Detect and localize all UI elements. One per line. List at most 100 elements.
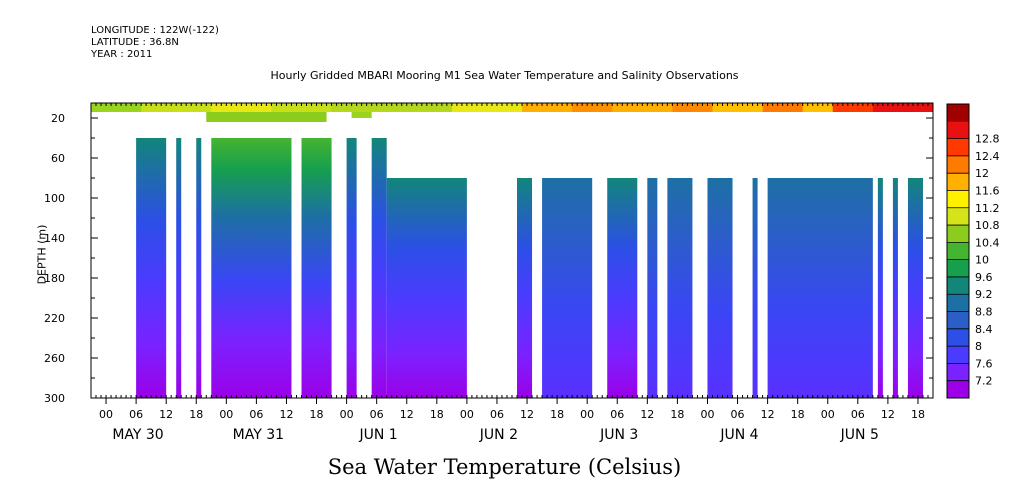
surface-band	[672, 103, 713, 112]
x-tick-label: 18	[791, 408, 805, 421]
colorbar-band	[947, 380, 969, 399]
x-tick-label: 18	[911, 408, 925, 421]
x-day-label: JUN 3	[599, 427, 638, 443]
x-axis-title: Sea Water Temperature (Celsius)	[327, 455, 682, 479]
x-day-label: JUN 2	[479, 427, 518, 443]
x-tick-label: 00	[219, 408, 233, 421]
x-tick-label: 18	[189, 408, 203, 421]
data-column	[877, 178, 883, 398]
x-tick-label: 00	[700, 408, 714, 421]
surface-band	[451, 103, 523, 112]
x-tick-label: 12	[400, 408, 414, 421]
plot-area	[91, 103, 934, 398]
x-tick-label: 00	[340, 408, 354, 421]
x-tick-label: 06	[129, 408, 143, 421]
data-column	[211, 138, 292, 398]
surface-band	[271, 103, 333, 112]
colorbar-band	[947, 259, 969, 278]
x-tick-label: 06	[370, 408, 384, 421]
colorbar-band	[947, 346, 969, 364]
colorbar-label: 8.8	[975, 306, 993, 319]
colorbar-band	[947, 225, 969, 243]
colorbar-band	[947, 121, 969, 139]
data-column	[371, 138, 387, 398]
colorbar-band	[947, 242, 969, 261]
colorbar-band	[947, 104, 969, 122]
x-tick-label: 06	[851, 408, 865, 421]
colorbar-band	[947, 155, 969, 174]
colorbar-label: 8.4	[975, 323, 993, 336]
surface-band	[712, 103, 764, 112]
x-tick-label: 06	[490, 408, 504, 421]
surface-band	[351, 112, 372, 118]
y-tick-label: 300	[44, 392, 65, 405]
surface-band	[572, 103, 613, 112]
x-day-label: MAY 31	[233, 427, 284, 443]
colorbar-band	[947, 207, 969, 226]
colorbar-label: 10.4	[975, 236, 1000, 249]
colorbar-label: 7.2	[975, 375, 993, 388]
x-tick-label: 06	[249, 408, 263, 421]
x-tick-label: 06	[731, 408, 745, 421]
data-column	[892, 178, 898, 398]
x-tick-label: 00	[99, 408, 113, 421]
surface-band	[141, 103, 212, 112]
colorbar-label: 12.8	[975, 133, 1000, 146]
data-column	[136, 138, 167, 398]
surface-band	[802, 103, 834, 112]
data-column	[667, 178, 693, 398]
colorbar-band	[947, 276, 969, 295]
x-tick-label: 12	[159, 408, 173, 421]
y-tick-label: 20	[51, 112, 65, 125]
data-column	[767, 178, 873, 398]
data-column	[517, 178, 533, 398]
colorbar-band	[947, 190, 969, 209]
x-tick-label: 18	[670, 408, 684, 421]
colorbar-label: 8	[975, 340, 982, 353]
colorbar-label: 12	[975, 167, 989, 180]
x-tick-label: 18	[550, 408, 564, 421]
data-column	[346, 138, 357, 398]
data-column	[907, 178, 923, 398]
x-tick-label: 12	[761, 408, 775, 421]
data-column	[752, 178, 758, 398]
colorbar-band	[947, 173, 969, 191]
surface-band	[91, 103, 142, 112]
y-tick-label: 220	[44, 312, 65, 325]
surface-band	[331, 103, 453, 112]
colorbar: 7.2 7.6 8 8.4 8.8 9.2 9.6 10 10.4 10.8 11.2 11.6 12 1…	[946, 103, 1000, 399]
surface-band	[612, 103, 673, 112]
data-column	[647, 178, 658, 398]
x-tick-label: 12	[279, 408, 293, 421]
year-label: YEAR : 2011	[91, 49, 153, 60]
colorbar-label: 10.8	[975, 219, 1000, 232]
x-tick-label: 12	[640, 408, 654, 421]
colorbar-band	[947, 311, 969, 330]
x-tick-label: 06	[610, 408, 624, 421]
colorbar-band	[947, 363, 969, 382]
data-column	[176, 138, 182, 398]
surface-band	[206, 112, 327, 122]
x-tick-label: 18	[430, 408, 444, 421]
x-day-label: JUN 4	[719, 427, 758, 443]
y-tick-label: 60	[51, 152, 65, 165]
colorbar-label: 9.6	[975, 271, 993, 284]
latitude-label: LATITUDE : 36.8N	[91, 37, 179, 48]
colorbar-band	[947, 294, 969, 312]
x-tick-label: 00	[821, 408, 835, 421]
colorbar-band	[947, 138, 969, 157]
data-column	[386, 178, 467, 398]
x-tick-label: 12	[881, 408, 895, 421]
data-column	[707, 178, 733, 398]
y-tick-label: 140	[44, 232, 65, 245]
colorbar-label: 7.6	[975, 357, 993, 370]
data-column	[542, 178, 593, 398]
data-column	[301, 138, 332, 398]
y-tick-label: 100	[44, 192, 65, 205]
x-tick-label: 00	[460, 408, 474, 421]
colorbar-band	[947, 328, 969, 347]
colorbar-label: 11.2	[975, 202, 1000, 215]
x-tick-label: 12	[520, 408, 534, 421]
chart-title: Hourly Gridded MBARI Mooring M1 Sea Wate…	[270, 69, 739, 82]
